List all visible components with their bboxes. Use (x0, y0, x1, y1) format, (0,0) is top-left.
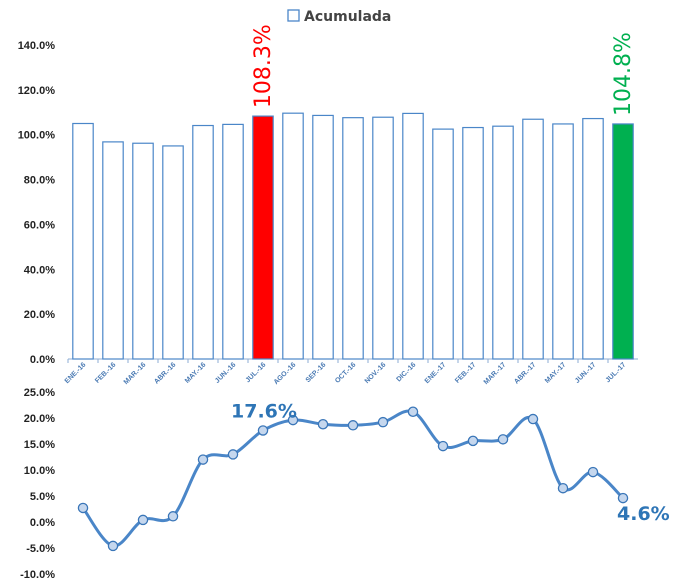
x-tick-label: FEB.-17 (454, 361, 477, 384)
legend-swatch-icon (287, 9, 300, 22)
y-tick-label: -10.0% (20, 569, 55, 581)
y-tick-label: 60.0% (24, 219, 55, 231)
y-tick-label: 5.0% (30, 491, 55, 503)
x-tick-label: AGO.-16 (273, 361, 298, 386)
x-tick-label: JUL.-17 (605, 361, 628, 384)
data-point (377, 416, 389, 428)
x-tick-label: ENE.-17 (424, 361, 448, 385)
x-tick-label: MAR.-16 (123, 361, 148, 386)
data-point (77, 502, 89, 514)
y-tick-label: 100.0% (18, 130, 56, 142)
bar (192, 124, 214, 360)
x-tick-label: JUN.-17 (574, 361, 597, 384)
data-point (437, 440, 449, 452)
y-tick-label: 80.0% (24, 175, 55, 187)
y-tick-label: 10.0% (24, 465, 55, 477)
x-tick-label: MAY.-16 (184, 361, 208, 385)
bar (102, 141, 124, 360)
y-tick-label: 25.0% (24, 387, 55, 399)
y-tick-label: 140.0% (18, 40, 56, 52)
bar (432, 128, 454, 360)
bar (402, 112, 424, 360)
y-tick-label: 20.0% (24, 413, 55, 425)
legend: Acumulada (287, 9, 391, 25)
data-point (347, 420, 359, 431)
data-point (167, 511, 179, 522)
data-point (107, 540, 119, 552)
bar (612, 123, 634, 360)
bar (462, 126, 484, 360)
bar (552, 123, 574, 360)
x-tick-label: NOV.-16 (364, 361, 388, 385)
bar (312, 114, 334, 360)
bar (252, 115, 274, 360)
bar (492, 125, 514, 360)
bar (582, 117, 604, 360)
x-tick-label: MAR.-17 (483, 361, 508, 386)
bar (72, 122, 94, 360)
data-point (407, 406, 419, 418)
bar (162, 145, 184, 360)
line-chart: -10.0% -5.0% 0.0% 5.0% 10.0% 15.0% 20.0% 25.0% 1… (20, 387, 670, 581)
bar (372, 116, 394, 360)
y-tick-label: 20.0% (24, 309, 55, 321)
data-point (227, 449, 239, 460)
bar-chart: 0.0% 20.0% 40.0% 60.0% 80.0% 100.0% 120.0% 140.… (18, 24, 638, 386)
data-point (497, 434, 509, 445)
data-point (257, 425, 269, 436)
y-tick-label: 120.0% (18, 85, 56, 97)
bar (132, 142, 154, 360)
data-point (467, 435, 479, 447)
x-tick-label: MAY.-17 (544, 361, 568, 385)
x-tick-label: ABR.-17 (513, 361, 537, 385)
bar-value-label: 104.8% (611, 32, 636, 116)
x-tick-label: JUN.-16 (214, 361, 237, 384)
data-point (527, 413, 539, 425)
y-tick-label: -5.0% (26, 543, 55, 555)
x-tick-label: FEB.-16 (94, 361, 117, 384)
y-tick-label: 0.0% (30, 517, 55, 529)
data-point (557, 482, 569, 494)
x-tick-label: SEP.-16 (305, 361, 328, 384)
data-point (617, 492, 629, 504)
bar (342, 117, 364, 360)
y-tick-label: 40.0% (24, 264, 55, 276)
bar (222, 123, 244, 360)
x-tick-label: OCT.-16 (334, 361, 357, 384)
bar (522, 118, 544, 360)
point-value-label: 4.6% (617, 503, 670, 525)
x-tick-label: DIC.-16 (395, 361, 417, 383)
data-point (587, 466, 599, 478)
data-point (137, 514, 149, 526)
data-point (287, 414, 299, 426)
legend-label: Acumulada (304, 9, 391, 25)
series-line (81, 409, 625, 548)
y-tick-label: 0.0% (30, 354, 55, 366)
y-tick-label: 15.0% (24, 439, 55, 451)
x-tick-label: ENE.-16 (64, 361, 88, 385)
x-tick-label: JUL.-16 (245, 361, 268, 384)
data-point (197, 454, 209, 465)
data-point (317, 418, 329, 430)
point-value-label: 17.6% (231, 400, 297, 422)
bar-value-label: 108.3% (251, 24, 276, 108)
bar (282, 112, 304, 360)
x-tick-label: ABR.-16 (153, 361, 177, 385)
